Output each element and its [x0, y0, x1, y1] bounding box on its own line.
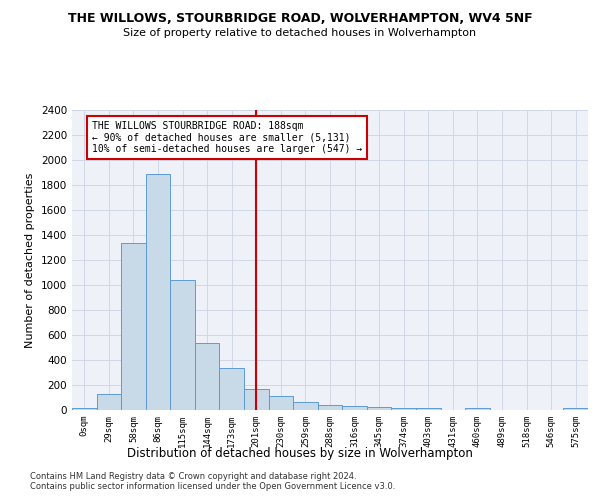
Bar: [220, 368, 244, 410]
Bar: [293, 402, 318, 410]
Text: Contains HM Land Registry data © Crown copyright and database right 2024.: Contains HM Land Registry data © Crown c…: [30, 472, 356, 481]
Text: Contains public sector information licensed under the Open Government Licence v3: Contains public sector information licen…: [30, 482, 395, 491]
Bar: [563, 408, 588, 410]
Bar: [97, 394, 121, 410]
Bar: [121, 242, 146, 410]
Bar: [269, 396, 293, 410]
Bar: [72, 408, 97, 410]
Text: THE WILLOWS STOURBRIDGE ROAD: 188sqm
← 90% of detached houses are smaller (5,131: THE WILLOWS STOURBRIDGE ROAD: 188sqm ← 9…: [92, 121, 362, 154]
Bar: [244, 389, 269, 410]
Bar: [342, 406, 367, 410]
Y-axis label: Number of detached properties: Number of detached properties: [25, 172, 35, 348]
Text: Size of property relative to detached houses in Wolverhampton: Size of property relative to detached ho…: [124, 28, 476, 38]
Bar: [465, 408, 490, 410]
Bar: [391, 408, 416, 410]
Bar: [195, 342, 220, 410]
Bar: [318, 405, 342, 410]
Bar: [146, 174, 170, 410]
Bar: [416, 408, 440, 410]
Text: Distribution of detached houses by size in Wolverhampton: Distribution of detached houses by size …: [127, 448, 473, 460]
Text: THE WILLOWS, STOURBRIDGE ROAD, WOLVERHAMPTON, WV4 5NF: THE WILLOWS, STOURBRIDGE ROAD, WOLVERHAM…: [68, 12, 532, 26]
Bar: [170, 280, 195, 410]
Bar: [367, 407, 391, 410]
